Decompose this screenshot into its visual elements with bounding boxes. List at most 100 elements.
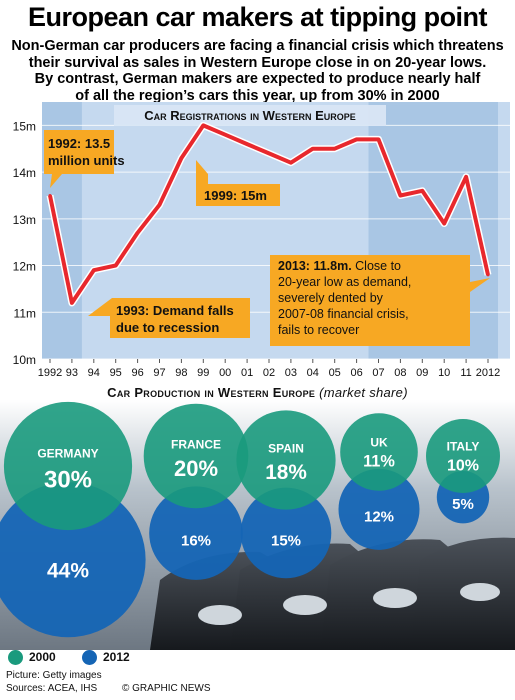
country-label: GERMANY [37,447,98,461]
picture-credit: Picture: Getty images [6,670,102,681]
sources-credit: Sources: ACEA, IHS [6,683,98,694]
production-title-main: Car Production in Western Europe [107,385,316,400]
legend-dot-2000 [8,650,23,666]
registrations-chart: Car Registrations in Western Europe 10m1… [13,102,510,379]
value-label-2012: 44% [47,560,89,583]
page-subtitle: Non-German car producers are facing a fi… [6,38,509,104]
legend-label-2012: 2012 [103,650,130,664]
data-point [333,147,337,151]
value-label-2012: 5% [452,496,474,513]
copyright: © GRAPHIC NEWS [122,683,211,694]
bubble-2012 [338,468,420,550]
svg-text:1999: 15m: 1999: 15m [204,188,267,203]
x-tick-label: 05 [329,367,341,379]
x-tick-label: 08 [394,367,406,379]
x-tick-label: 99 [197,367,209,379]
data-point [92,268,96,272]
data-point [114,264,118,268]
value-label-2000: 10% [447,457,479,474]
x-tick-label: 98 [175,367,187,379]
data-point [486,273,490,277]
data-point [267,151,271,155]
country-label: FRANCE [171,437,221,451]
value-label-2012: 15% [271,532,301,549]
production-bubbles: GERMANY 30% 44% FRANCE 20% 16% SPAIN 18% 15% UK 11… [0,400,515,650]
x-tick-label: 01 [241,367,253,379]
annotation-2013: 2013: 11.8m. Close to 20-year low as dem… [270,255,490,346]
x-tick-label: 02 [263,367,275,379]
y-tick-label: 13m [13,213,36,227]
data-point [158,203,161,207]
country-label: SPAIN [268,442,304,456]
x-tick-label: 00 [219,367,231,379]
chart-title-box [114,105,386,126]
x-tick-label: 93 [66,367,78,379]
x-tick-label: 11 [460,367,471,379]
bubble-2000 [143,403,249,509]
value-label-2000: 11% [363,453,395,471]
x-tick-label: 97 [153,367,165,379]
subtitle-line: of all the region’s cars this year, up f… [75,87,440,104]
production-title-sub: (market share) [319,385,408,400]
country-label: UK [370,435,388,449]
subtitle-line: Non-German car producers are facing a fi… [11,38,504,54]
legend-2012: 2012 [82,650,130,666]
subtitle-line: their survival as sales in Western Europ… [28,54,487,71]
legend-dot-2012 [82,650,97,666]
x-tick-label: 96 [131,367,143,379]
chart-title: Car Registrations in Western Europe [144,108,356,123]
value-label-2000: 30% [44,467,92,494]
data-point [398,193,402,197]
y-tick-label: 12m [13,260,36,274]
x-tick-label: 10 [438,367,450,379]
data-point [289,161,293,165]
y-tick-label: 11m [14,306,36,320]
legend-label-2000: 2000 [29,650,56,664]
svg-text:1993: Demand falls due t: 1993: Demand falls due to recession [116,303,237,335]
subtitle-line: By contrast, German makers are expected … [34,71,481,87]
data-point [179,156,183,160]
svg-text:1992: 13.5 million units: 1992: 13.5 million units [48,136,125,168]
x-tick-label: 03 [285,367,297,379]
y-tick-label: 15m [13,119,36,133]
value-label-2000: 20% [174,456,218,481]
data-point [311,147,315,151]
data-point [223,133,227,137]
data-point [420,189,424,193]
bubble-2000 [340,413,418,491]
data-point [464,175,468,179]
svg-text:2013: 11.8m. Close to 20: 2013: 11.8m. Close to 20-year low as dem… [278,259,415,337]
value-label-2012: 12% [364,508,394,525]
data-point [70,301,74,305]
x-tick-label: 94 [88,367,100,379]
x-tick-label: 2012 [476,367,500,379]
x-tick-label: 07 [372,367,384,379]
y-tick-label: 14m [13,166,36,180]
annotation-1993: 1993: Demand falls due to recession [88,298,250,338]
annotation-1992: 1992: 13.5 million units [44,130,125,188]
annotation-1999: 1999: 15m [196,160,280,206]
x-tick-label: 06 [350,367,362,379]
x-tick-label: 04 [307,367,319,379]
data-point [136,231,140,235]
data-point [245,142,249,146]
bubble-2012 [240,487,332,579]
data-point [48,193,52,197]
bubble-2000 [426,419,500,493]
value-label-2012: 16% [181,533,211,550]
bubble-2000 [236,410,336,510]
data-point [377,137,380,141]
x-tick-label: 09 [416,367,428,379]
bubble-2000 [3,401,133,531]
x-tick-label: 95 [110,367,122,379]
country-label: ITALY [447,439,480,453]
legend-2000: 2000 [8,650,56,666]
production-title: Car Production in Western Europe (market… [0,385,515,400]
x-tick-label: 1992 [38,367,62,379]
bubble-2012 [149,486,243,580]
y-tick-label: 10m [13,353,36,367]
data-point [442,221,446,225]
page-title: European car makers at tipping point [27,2,488,32]
data-point [355,137,359,141]
value-label-2000: 18% [265,461,307,484]
